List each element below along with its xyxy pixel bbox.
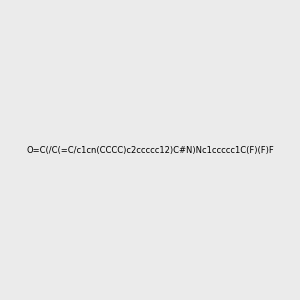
Text: O=C(/C(=C/c1cn(CCCC)c2ccccc12)C#N)Nc1ccccc1C(F)(F)F: O=C(/C(=C/c1cn(CCCC)c2ccccc12)C#N)Nc1ccc…	[26, 146, 274, 154]
